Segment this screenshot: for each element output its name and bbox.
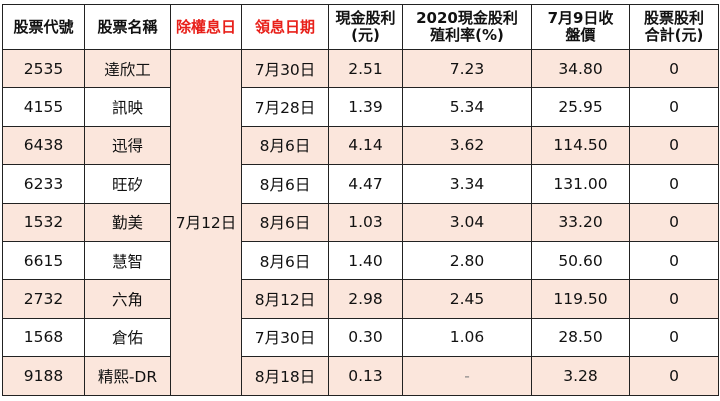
cell-code: 6438 [2,125,85,166]
cell-cash: 1.39 [328,87,403,127]
cell-name: 迅得 [84,125,171,166]
cell-code: 6615 [2,240,85,281]
cell-close: 114.50 [531,125,630,166]
header-row: 股票代號 股票名稱 除權息日 領息日期 現金股利(元) 2020現金股利殖利率(… [2,4,719,50]
header-name: 股票名稱 [84,4,171,50]
cell-cash: 1.40 [328,240,403,281]
cell-stock: 0 [629,240,719,281]
cell-stock: 0 [629,87,719,127]
cell-close: 33.20 [531,202,630,242]
cell-close: 50.60 [531,240,630,281]
cell-pay-date: 8月6日 [241,202,329,242]
cell-name: 六角 [84,279,171,319]
cell-pay-date: 7月30日 [241,48,329,89]
cell-pay-date: 7月30日 [241,317,329,358]
cell-yield: 5.34 [402,87,532,127]
cell-cash: 4.14 [328,125,403,166]
cell-pay-date: 7月28日 [241,87,329,127]
cell-cash: 2.51 [328,48,403,89]
cell-stock: 0 [629,279,719,319]
cell-code: 4155 [2,87,85,127]
cell-yield: 2.45 [402,279,532,319]
cell-yield: 3.34 [402,164,532,204]
cell-close: 119.50 [531,279,630,319]
cell-code: 1532 [2,202,85,242]
cell-name: 訊映 [84,87,171,127]
cell-code: 6233 [2,164,85,204]
cell-close: 25.95 [531,87,630,127]
cell-pay-date: 8月18日 [241,356,329,396]
cell-name: 慧智 [84,240,171,281]
cell-code: 2732 [2,279,85,319]
cell-stock: 0 [629,125,719,166]
cell-close: 3.28 [531,356,630,396]
cell-cash: 4.47 [328,164,403,204]
cell-name: 精熙-DR [84,356,171,396]
header-ex-date: 除權息日 [170,4,242,50]
cell-pay-date: 8月6日 [241,240,329,281]
header-code: 股票代號 [2,4,85,50]
header-cash-dividend: 現金股利(元) [328,4,403,50]
cell-pay-date: 8月6日 [241,125,329,166]
cell-yield: 2.80 [402,240,532,281]
header-pay-date: 領息日期 [241,4,329,50]
cell-name: 倉佑 [84,317,171,358]
table-row: 9188 精熙-DR 8月18日 0.13 - 3.28 0 [2,356,719,396]
cell-close: 131.00 [531,164,630,204]
cell-close: 28.50 [531,317,630,358]
cell-pay-date: 8月12日 [241,279,329,319]
table-row: 6438 迅得 8月6日 4.14 3.62 114.50 0 [2,125,719,166]
cell-cash: 2.98 [328,279,403,319]
cell-stock: 0 [629,356,719,396]
table-row: 2732 六角 8月12日 2.98 2.45 119.50 0 [2,279,719,319]
table-row: 6233 旺矽 8月6日 4.47 3.34 131.00 0 [2,164,719,204]
cell-name: 達欣工 [84,48,171,89]
table-row: 1568 倉佑 7月30日 0.30 1.06 28.50 0 [2,317,719,358]
cell-yield: 3.04 [402,202,532,242]
header-close-price: 7月9日收盤價 [531,4,630,50]
cell-yield: 1.06 [402,317,532,358]
cell-cash: 0.13 [328,356,403,396]
cell-stock: 0 [629,164,719,204]
table-row: 1532 勤美 8月6日 1.03 3.04 33.20 0 [2,202,719,242]
cell-code: 2535 [2,48,85,89]
cell-name: 旺矽 [84,164,171,204]
cell-name: 勤美 [84,202,171,242]
header-yield: 2020現金股利殖利率(%) [402,4,532,50]
dividend-table: 股票代號 股票名稱 除權息日 領息日期 現金股利(元) 2020現金股利殖利率(… [2,4,719,396]
cell-pay-date: 8月6日 [241,164,329,204]
cell-close: 34.80 [531,48,630,89]
table-row: 4155 訊映 7月28日 1.39 5.34 25.95 0 [2,87,719,127]
cell-stock: 0 [629,202,719,242]
cell-yield: - [402,356,532,396]
cell-ex-date: 7月12日 [170,49,242,396]
cell-code: 1568 [2,317,85,358]
header-stock-dividend: 股票股利合計(元) [629,4,719,50]
cell-yield: 3.62 [402,125,532,166]
cell-yield: 7.23 [402,48,532,89]
cell-cash: 0.30 [328,317,403,358]
table-row: 6615 慧智 8月6日 1.40 2.80 50.60 0 [2,240,719,281]
cell-stock: 0 [629,317,719,358]
cell-code: 9188 [2,356,85,396]
cell-cash: 1.03 [328,202,403,242]
cell-stock: 0 [629,48,719,89]
table-row: 2535 達欣工 7月12日 7月30日 2.51 7.23 34.80 0 [2,48,719,396]
